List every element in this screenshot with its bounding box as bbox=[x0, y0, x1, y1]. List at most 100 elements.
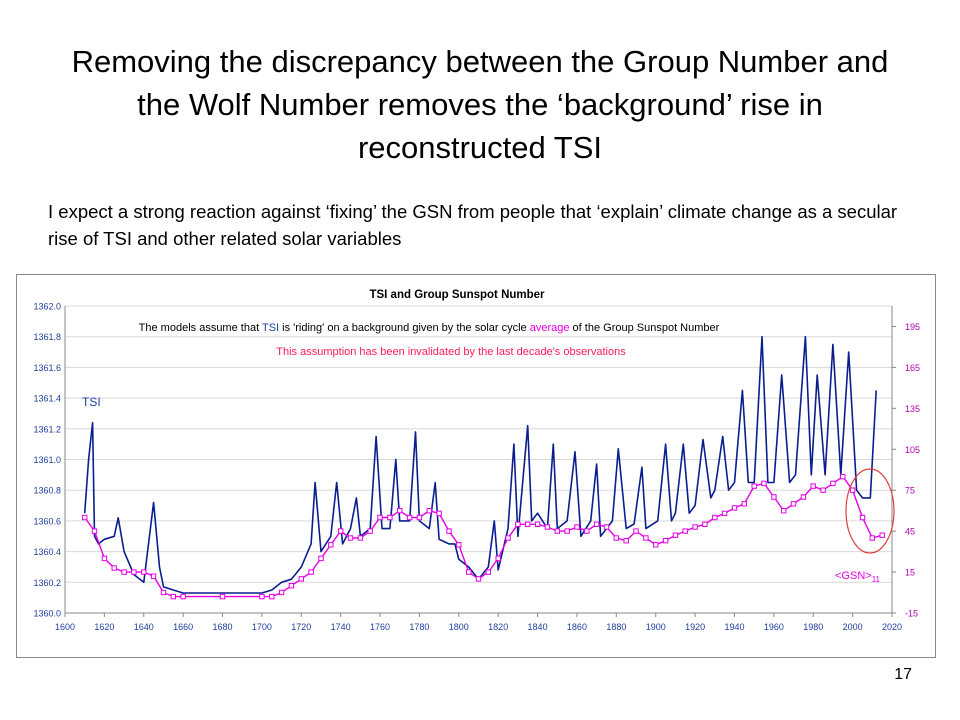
gsn-point-marker bbox=[771, 494, 777, 500]
gsn-point-marker bbox=[475, 576, 482, 582]
page-number: 17 bbox=[894, 666, 912, 683]
gsn-point-marker bbox=[141, 569, 147, 575]
x-tick-label: 1880 bbox=[606, 622, 626, 632]
annotation-part-tsi: TSI bbox=[262, 322, 279, 334]
gsn-point-marker bbox=[82, 514, 88, 521]
x-tick-label: 1840 bbox=[528, 622, 548, 632]
y-left-tick-label: 1360.0 bbox=[33, 609, 61, 619]
y-right-tick-label: 195 bbox=[905, 322, 920, 332]
slide-subtitle: I expect a strong reaction against ‘fixi… bbox=[48, 201, 898, 249]
gsn-point-marker bbox=[554, 528, 560, 534]
gsn-point-marker bbox=[731, 505, 738, 511]
y-right-tick-label: 75 bbox=[905, 486, 915, 496]
gsn-point-marker bbox=[298, 576, 305, 582]
gsn-point-marker bbox=[574, 524, 580, 530]
gsn-point-marker bbox=[869, 535, 875, 541]
gsn-point-marker bbox=[564, 528, 570, 534]
chart-title: TSI and Group Sunspot Number bbox=[369, 289, 545, 301]
y-axis-left: 1360.0 1360.2 1360.4 1360.6 1360.8 1361.0 1361… bbox=[33, 302, 61, 619]
y-right-tick-label: 165 bbox=[905, 363, 920, 373]
x-tick-label: 1820 bbox=[488, 622, 508, 632]
tsi-gsn-chart: 1600 1620 1640 1660 1680 1700 1720 1740 1760 1780… bbox=[33, 289, 920, 632]
gsn-point-marker bbox=[859, 514, 866, 521]
gsn-point-marker bbox=[751, 483, 757, 489]
gsn-point-marker bbox=[800, 494, 807, 500]
y-left-tick-label: 1360.6 bbox=[33, 516, 61, 526]
gsn-point-marker bbox=[436, 510, 442, 517]
gsn-point-marker bbox=[525, 521, 531, 528]
annotation-part-average: average bbox=[530, 322, 570, 334]
gsn-point-marker bbox=[456, 542, 462, 548]
y-left-tick-label: 1361.8 bbox=[33, 332, 61, 342]
gsn-point-marker bbox=[278, 589, 285, 596]
tsi-series-line bbox=[83, 335, 877, 594]
gsn-point-marker bbox=[426, 508, 433, 514]
x-tick-label: 2000 bbox=[843, 622, 863, 632]
y-axis-right: -15 15 45 75 105 135 165 195 bbox=[892, 322, 920, 619]
x-tick-label: 1740 bbox=[331, 622, 351, 632]
gsn-point-marker bbox=[446, 528, 452, 534]
x-tick-label: 1600 bbox=[55, 622, 75, 632]
x-tick-label: 1960 bbox=[764, 622, 784, 632]
gsn-series-label: <GSN>11 bbox=[835, 570, 881, 584]
gsn-point-marker bbox=[406, 514, 413, 521]
y-right-tick-label: 105 bbox=[905, 445, 920, 455]
gsn-point-marker bbox=[840, 473, 846, 480]
gsn-point-marker bbox=[702, 521, 708, 528]
gsn-point-marker bbox=[328, 542, 334, 548]
slide-title: Removing the discrepancy between the Gro… bbox=[71, 44, 889, 165]
gsn-point-marker bbox=[584, 528, 590, 534]
gsn-point-marker bbox=[111, 565, 117, 571]
gsn-point-marker bbox=[160, 589, 167, 596]
gsn-point-marker bbox=[505, 535, 511, 541]
gsn-point-marker bbox=[377, 514, 383, 521]
y-left-tick-label: 1361.0 bbox=[33, 455, 61, 465]
annotation-part-1: The models assume that bbox=[139, 322, 262, 334]
x-tick-label: 1640 bbox=[134, 622, 154, 632]
y-left-tick-label: 1360.4 bbox=[33, 547, 61, 557]
gsn-point-marker bbox=[338, 528, 344, 534]
x-tick-label: 1800 bbox=[449, 622, 469, 632]
gsn-point-marker bbox=[781, 508, 787, 514]
annotation-line-1: The models assume that TSI is 'riding' o… bbox=[139, 322, 720, 334]
gsn-point-marker bbox=[830, 480, 836, 487]
gsn-point-marker bbox=[879, 532, 885, 538]
y-right-tick-label: 15 bbox=[905, 568, 915, 578]
x-tick-label: 1900 bbox=[646, 622, 666, 632]
chart-panel: 1600 1620 1640 1660 1680 1700 1720 1740 1760 1780… bbox=[16, 274, 936, 658]
gsn-point-marker bbox=[534, 521, 541, 528]
tsi-series-label: TSI bbox=[82, 395, 101, 409]
gsn-point-marker bbox=[682, 528, 688, 534]
grid-lines bbox=[65, 305, 892, 583]
y-left-tick-label: 1361.4 bbox=[33, 394, 61, 404]
annotation-part-3: is 'riding' on a background given by the… bbox=[279, 322, 530, 334]
gsn-point-marker bbox=[91, 528, 98, 534]
gsn-point-marker bbox=[692, 524, 698, 530]
x-tick-label: 1780 bbox=[409, 622, 429, 632]
gsn-point-marker bbox=[259, 593, 265, 600]
gsn-point-marker bbox=[712, 514, 718, 521]
gsn-label-main: <GSN> bbox=[835, 570, 872, 582]
gsn-point-marker bbox=[288, 583, 295, 589]
gsn-label-sub: 11 bbox=[872, 575, 881, 584]
gsn-point-marker bbox=[623, 538, 629, 544]
gsn-point-marker bbox=[849, 487, 856, 493]
gsn-point-marker bbox=[318, 555, 324, 562]
gsn-point-marker bbox=[820, 487, 826, 493]
y-right-tick-label: 135 bbox=[905, 404, 920, 414]
series-group bbox=[82, 335, 885, 600]
gsn-point-marker bbox=[150, 573, 157, 579]
gsn-point-marker bbox=[131, 569, 137, 575]
x-tick-label: 1940 bbox=[724, 622, 744, 632]
x-tick-label: 1700 bbox=[252, 622, 272, 632]
gsn-point-marker bbox=[721, 510, 728, 517]
gsn-point-marker bbox=[544, 524, 551, 530]
annotation-line-2: This assumption has been invalidated by … bbox=[276, 346, 626, 358]
gsn-point-marker bbox=[643, 535, 649, 541]
gsn-point-marker bbox=[741, 501, 747, 507]
highlight-circle bbox=[845, 468, 895, 554]
annotation-part-5: of the Group Sunspot Number bbox=[570, 322, 720, 334]
y-left-tick-label: 1361.2 bbox=[33, 424, 61, 434]
gsn-point-marker bbox=[662, 538, 669, 544]
gsn-point-marker bbox=[357, 535, 364, 541]
